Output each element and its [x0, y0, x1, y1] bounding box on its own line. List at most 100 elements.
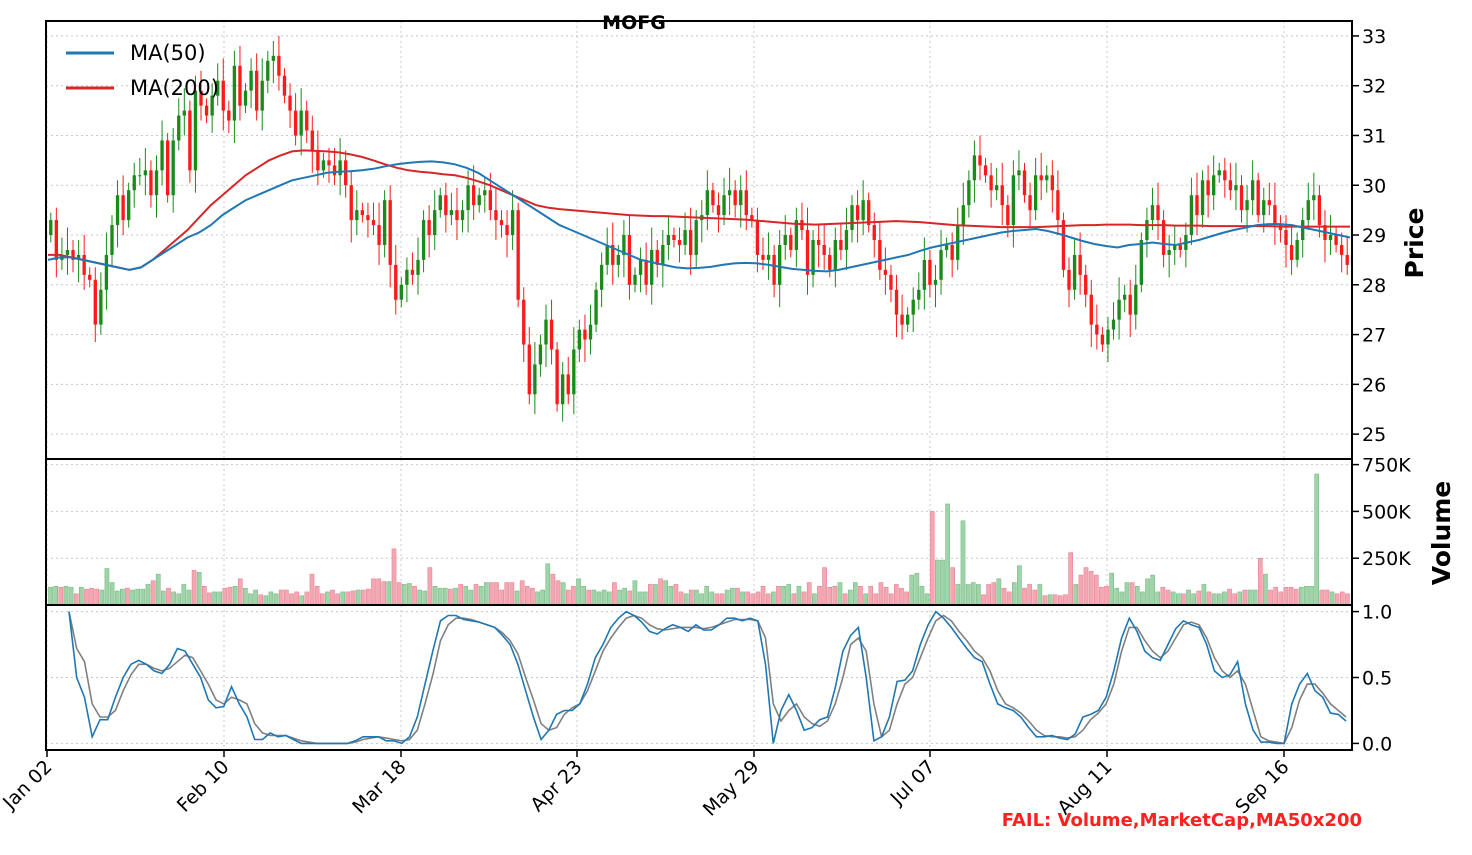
candle-body [1161, 220, 1166, 255]
volume-bar [396, 582, 402, 606]
volume-bar [1006, 591, 1012, 606]
candle-body [1011, 175, 1016, 226]
candle-body [705, 190, 710, 216]
candle-body [1306, 200, 1310, 221]
volume-bar [273, 593, 279, 606]
volume-bar [1283, 586, 1289, 606]
volume-bar [1170, 591, 1176, 606]
volume-bar [109, 582, 115, 606]
volume-bar [299, 595, 305, 606]
volume-bar [1293, 588, 1299, 606]
candle-body [867, 200, 871, 226]
volume-bar [345, 591, 351, 606]
candle-body [1050, 175, 1054, 191]
volume-bar [755, 591, 761, 606]
candle-body [1284, 230, 1288, 245]
candle-body [655, 249, 659, 265]
candle-body [143, 170, 148, 176]
candle-body [828, 254, 832, 270]
candle-body [933, 279, 938, 285]
candle-body [1156, 205, 1160, 221]
volume-bar [217, 591, 223, 606]
volume-bar [248, 593, 253, 606]
volume-bar [366, 588, 371, 606]
candle-body [115, 195, 120, 226]
candle-body [54, 220, 59, 260]
candle-body [471, 185, 476, 206]
volume-bar [253, 589, 258, 606]
candle-body [1006, 205, 1010, 226]
candle-body [1150, 205, 1155, 221]
candle-body [99, 289, 103, 325]
volume-bar [330, 589, 335, 606]
volume-bar [1129, 582, 1135, 606]
chart-title: MOFG [602, 12, 666, 34]
candle-body [416, 259, 420, 275]
volume-bar [391, 548, 397, 606]
volume-bar [647, 584, 653, 606]
candle-body [499, 220, 504, 226]
volume-bar [868, 586, 874, 606]
volume-bar [735, 587, 740, 606]
volume-bar [899, 587, 904, 606]
candle-body [766, 254, 771, 260]
x-tick-label: Jul 07 [886, 756, 940, 810]
volume-bar [642, 591, 648, 606]
candle-body [694, 220, 698, 255]
candle-body [716, 205, 721, 216]
candle-body [516, 210, 520, 300]
volume-bar [709, 591, 715, 606]
volume-bar [1078, 574, 1084, 606]
candle-body [850, 205, 854, 231]
candle-body [1234, 185, 1238, 191]
candle-body [677, 240, 682, 245]
volume-bar [1093, 574, 1099, 606]
candle-body [1139, 240, 1144, 285]
candle-body [433, 210, 437, 236]
volume-bar [1104, 586, 1109, 606]
volume-bar [668, 586, 674, 606]
volume-bar [1150, 574, 1155, 606]
volume-bar [381, 581, 387, 606]
volume-bar [858, 586, 863, 606]
candle-body [722, 195, 726, 216]
volume-bar [1191, 593, 1196, 606]
candle-body [1095, 324, 1099, 335]
volume-bar [1047, 594, 1053, 606]
volume-bar [806, 582, 812, 606]
volume-bar [84, 588, 89, 606]
volume-bar [1119, 591, 1125, 606]
candle-body [388, 200, 392, 265]
volume-bar [1278, 591, 1284, 606]
candle-body [1067, 269, 1071, 290]
volume-bar [1063, 594, 1068, 606]
candle-body [238, 65, 242, 106]
volume-bar [1345, 593, 1350, 606]
candle-body [967, 180, 971, 206]
candle-body [216, 80, 220, 96]
candle-body [878, 240, 882, 270]
candle-body [93, 279, 97, 325]
volume-bar [1237, 591, 1243, 606]
price-axis-title: Price [1400, 208, 1429, 279]
x-tick-label: Feb 10 [173, 756, 234, 817]
candle-body [305, 110, 309, 131]
legend: MA(50) MA(200) [66, 41, 219, 100]
candle-body [1195, 195, 1199, 216]
volume-bar [1155, 591, 1161, 606]
volume-bar [832, 586, 838, 606]
volume-bar [53, 586, 59, 606]
candle-body [171, 140, 175, 196]
volume-bar [1099, 586, 1104, 606]
volume-bar [524, 586, 530, 606]
candle-body [789, 235, 793, 250]
volume-bar [540, 589, 545, 606]
candle-body [611, 244, 615, 265]
x-tick-label: Mar 18 [348, 756, 410, 818]
candle-body [299, 110, 303, 136]
volume-bar [719, 593, 725, 606]
volume-bar [1124, 582, 1130, 606]
candle-body [371, 220, 376, 226]
volume-bar [663, 580, 668, 606]
candle-body [282, 75, 287, 96]
